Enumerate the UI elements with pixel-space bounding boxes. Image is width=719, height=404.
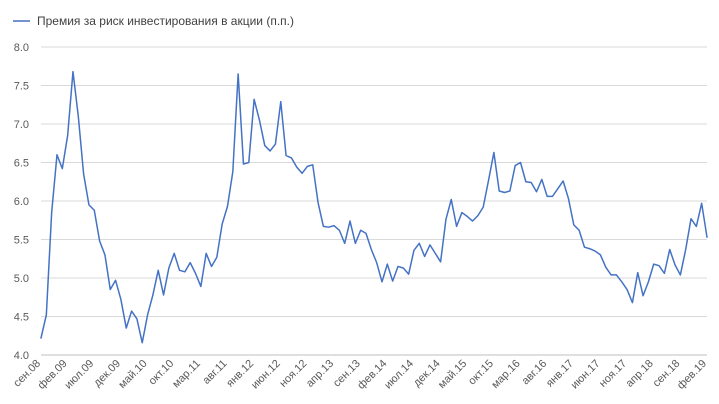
x-tick-label: июл.14 <box>382 358 416 392</box>
y-tick-label: 7.0 <box>14 119 29 131</box>
y-tick-label: 8.0 <box>14 42 29 54</box>
series-line <box>40 70 708 344</box>
gridlines <box>41 46 707 356</box>
x-tick-label: май.15 <box>436 358 469 391</box>
y-tick-label: 5.5 <box>14 235 29 247</box>
x-tick-label: мар.16 <box>489 358 522 391</box>
x-tick-label: ноя.12 <box>277 358 309 390</box>
x-tick-label: мар.11 <box>170 358 203 391</box>
y-axis-ticks: 4.0 4.5 5.0 5.5 6.0 6.5 7.0 7.5 8.0 <box>14 42 29 362</box>
x-tick-label: ноя.17 <box>597 358 629 390</box>
y-tick-label: 7.5 <box>14 81 29 93</box>
x-tick-label: фев.19 <box>675 358 709 392</box>
y-tick-label: 5.0 <box>14 273 29 285</box>
x-tick-label: май.10 <box>116 358 149 391</box>
x-tick-label: июн.12 <box>249 358 283 392</box>
legend: Премия за риск инвестирования в акции (п… <box>13 14 294 28</box>
legend-label: Премия за риск инвестирования в акции (п… <box>37 14 294 28</box>
x-tick-label: апр.18 <box>624 358 656 390</box>
x-tick-label: июн.17 <box>569 358 603 392</box>
series-group <box>40 70 708 344</box>
x-tick-label: апр.13 <box>304 358 336 390</box>
x-axis-ticks: сен.08фев.09июл.09дек.09май.10окт.10мар.… <box>11 358 709 392</box>
y-tick-label: 4.0 <box>14 350 29 362</box>
y-tick-label: 6.0 <box>14 196 29 208</box>
y-tick-label: 6.5 <box>14 158 29 170</box>
y-tick-label: 4.5 <box>14 312 29 324</box>
x-tick-label: фев.14 <box>355 358 389 392</box>
x-tick-label: июл.09 <box>63 358 97 392</box>
x-tick-label: фев.09 <box>36 358 70 392</box>
